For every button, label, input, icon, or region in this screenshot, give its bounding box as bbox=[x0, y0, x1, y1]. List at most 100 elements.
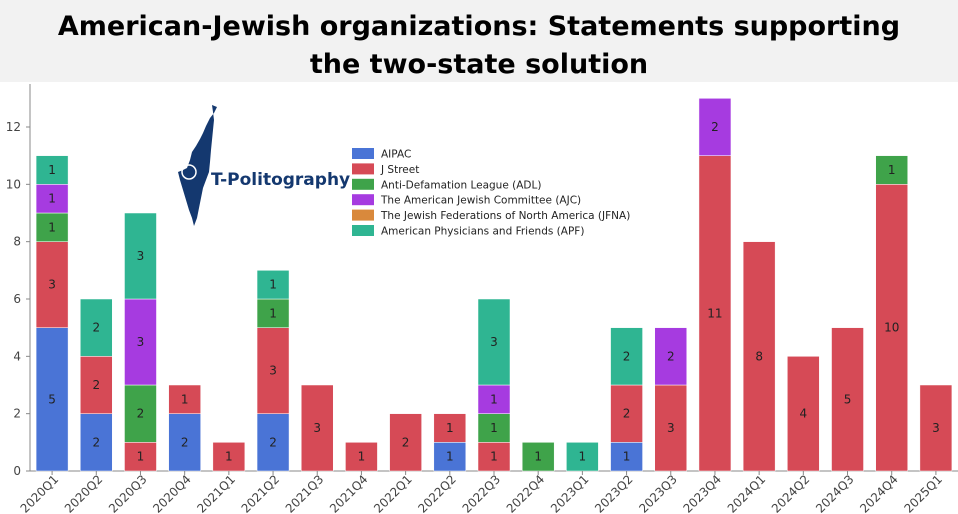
bar-segment bbox=[787, 356, 820, 472]
x-tick-label: 2022Q4 bbox=[504, 472, 548, 514]
bar-value-label: 1 bbox=[48, 220, 56, 234]
bar-segment bbox=[875, 184, 908, 472]
y-tick-label: 0 bbox=[13, 464, 21, 478]
bar-value-label: 1 bbox=[446, 450, 454, 464]
logo-text: T-Politography bbox=[211, 170, 350, 190]
bar-value-label: 2 bbox=[92, 321, 100, 335]
legend-label: AIPAC bbox=[381, 149, 411, 161]
bar-segment bbox=[256, 270, 290, 300]
israel-map-icon bbox=[178, 105, 217, 226]
bar-segment bbox=[35, 327, 69, 472]
y-tick-label: 10 bbox=[6, 177, 21, 191]
bar-segment bbox=[698, 98, 732, 156]
bar-value-label: 4 bbox=[800, 407, 808, 421]
bar-value-label: 2 bbox=[92, 435, 100, 449]
bar-value-label: 2 bbox=[92, 378, 100, 392]
title-band bbox=[0, 0, 958, 82]
bar-segment bbox=[477, 298, 511, 386]
y-tick-label: 12 bbox=[6, 120, 21, 134]
bar-segment bbox=[35, 155, 69, 185]
x-tick-label: 2022Q2 bbox=[415, 472, 459, 514]
bar-segment bbox=[35, 184, 69, 214]
x-tick-label: 2020Q2 bbox=[62, 472, 106, 514]
bar-value-label: 1 bbox=[446, 421, 454, 435]
chart-title: American-Jewish organizations: Statement… bbox=[57, 11, 901, 80]
bar-value-label: 2 bbox=[711, 120, 719, 134]
bar-value-label: 3 bbox=[932, 421, 940, 435]
x-tick-label: 2022Q3 bbox=[460, 472, 504, 514]
bar-value-label: 1 bbox=[269, 306, 277, 320]
legend-swatch bbox=[352, 194, 374, 206]
bar-segment bbox=[124, 442, 157, 472]
bar-value-label: 3 bbox=[490, 335, 498, 349]
bar-segment bbox=[654, 327, 688, 386]
bar-value-label: 1 bbox=[48, 163, 56, 177]
bar-value-label: 2 bbox=[623, 349, 631, 363]
bar-value-label: 2 bbox=[269, 435, 277, 449]
bar-value-label: 3 bbox=[137, 249, 145, 263]
bar-value-label: 3 bbox=[313, 421, 321, 435]
bar-value-label: 1 bbox=[888, 163, 896, 177]
bar-segment bbox=[168, 384, 201, 414]
bar-segment bbox=[80, 356, 113, 414]
x-tick-label: 2025Q1 bbox=[901, 472, 945, 514]
bar-value-label: 1 bbox=[358, 450, 366, 464]
bar-segment bbox=[610, 442, 643, 472]
bar-segment bbox=[742, 241, 776, 472]
bar-segment bbox=[389, 413, 422, 472]
bar-value-label: 8 bbox=[755, 349, 763, 363]
y-tick-label: 8 bbox=[13, 235, 21, 249]
x-tick-labels: 2020Q1 2020Q2 2020Q3 2020Q4 2021Q1 2021Q2 2021… bbox=[18, 472, 945, 514]
bar-value-label: 5 bbox=[48, 392, 56, 406]
bar-value-label: 2 bbox=[181, 435, 189, 449]
bar-value-label: 1 bbox=[623, 450, 631, 464]
bar-value-label: 2 bbox=[402, 435, 410, 449]
bar-segment bbox=[35, 241, 69, 328]
bar-value-label: 1 bbox=[534, 450, 542, 464]
legend-label: J Street bbox=[380, 164, 419, 176]
bar-value-label: 2 bbox=[137, 407, 145, 421]
bar-value-label: 1 bbox=[490, 450, 498, 464]
bar-segment bbox=[654, 384, 688, 472]
y-tick-label: 2 bbox=[13, 407, 21, 421]
legend-label: American Physicians and Friends (APF) bbox=[381, 226, 584, 238]
x-tick-label: 2024Q4 bbox=[857, 472, 901, 514]
x-tick-label: 2024Q3 bbox=[813, 472, 857, 514]
x-tick-label: 2022Q1 bbox=[371, 472, 415, 514]
x-tick-label: 2024Q2 bbox=[769, 472, 813, 514]
logo-emblem-icon bbox=[181, 164, 197, 180]
bar-value-label: 5 bbox=[844, 392, 852, 406]
bar-value-label: 1 bbox=[490, 421, 498, 435]
bar-value-label: 11 bbox=[707, 306, 722, 320]
bar-value-label: 1 bbox=[490, 392, 498, 406]
bar-segment bbox=[345, 442, 378, 472]
legend-swatch bbox=[352, 225, 374, 236]
bar-segment bbox=[256, 327, 290, 414]
bar-segment bbox=[256, 298, 290, 328]
bar-value-label: 1 bbox=[269, 278, 277, 292]
legend-swatch bbox=[352, 178, 374, 190]
x-tick-label: 2024Q1 bbox=[725, 472, 769, 514]
y-tick-label: 4 bbox=[13, 349, 21, 363]
bar-segment bbox=[521, 442, 555, 472]
bar-segment bbox=[124, 298, 157, 386]
legend-label: The Jewish Federations of North America … bbox=[380, 210, 630, 222]
bar-value-label: 3 bbox=[137, 335, 145, 349]
bar-segment bbox=[919, 384, 953, 472]
bar-value-label: 3 bbox=[269, 364, 277, 378]
t-politography-logo: T-Politography bbox=[178, 105, 350, 226]
x-tick-label: 2020Q1 bbox=[18, 472, 62, 514]
x-tick-label: 2021Q1 bbox=[194, 472, 238, 514]
bar-value-label: 3 bbox=[667, 421, 675, 435]
bar-segment bbox=[35, 212, 69, 242]
x-tick-label: 2021Q4 bbox=[327, 472, 371, 514]
bar-value-label: 1 bbox=[48, 192, 56, 206]
y-tick-label: 6 bbox=[13, 292, 21, 306]
bar-segment bbox=[433, 413, 467, 443]
legend: AIPAC J Street Anti-Defamation League (ADL… bbox=[352, 148, 630, 238]
bar-value-label: 1 bbox=[579, 450, 587, 464]
legend-swatch bbox=[352, 163, 374, 175]
bar-segment bbox=[256, 413, 290, 472]
